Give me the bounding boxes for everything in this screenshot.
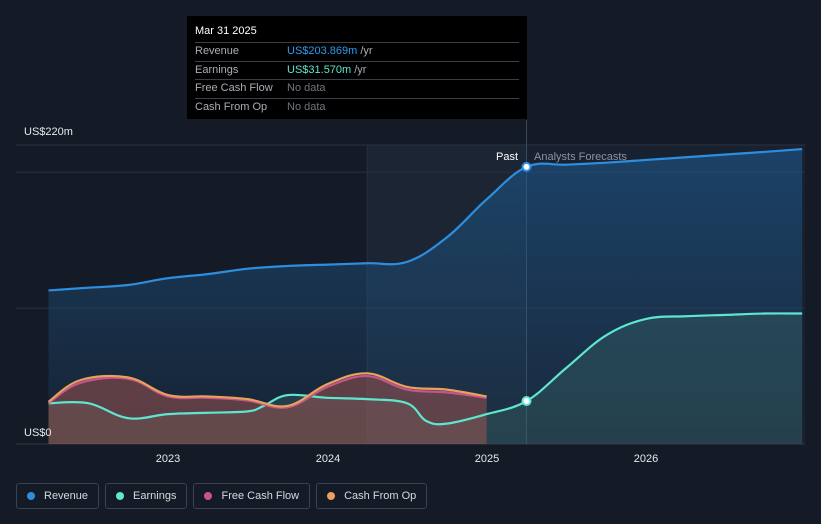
legend: Revenue Earnings Free Cash Flow Cash Fro… [16,483,428,511]
x-tick-2024: 2024 [316,453,340,465]
tooltip: Mar 31 2025 Revenue US$203.869m /yr Earn… [187,16,527,119]
legend-item-earnings[interactable]: Earnings [105,483,188,509]
earnings-area [48,313,803,444]
tooltip-value: US$31.570m [287,63,352,76]
legend-label: Free Cash Flow [221,490,300,502]
revenue-line [48,147,803,292]
tooltip-label: Cash From Op [195,100,268,113]
tooltip-row-earnings: Earnings US$31.570m /yr [195,60,519,80]
tooltip-unit: /yr [354,63,367,76]
tooltip-row-revenue: Revenue US$203.869m /yr [195,42,519,61]
legend-label: Cash From Op [344,490,417,502]
tooltip-row-free-cash-flow: Free Cash Flow No data [195,79,519,98]
cash-from-op-area [48,373,487,444]
past-label: Past [496,151,518,163]
x-tick-2026: 2026 [634,453,658,465]
tooltip-row-cash-from-op: Cash From Op No data [195,97,519,117]
legend-item-free-cash-flow[interactable]: Free Cash Flow [193,483,311,509]
tooltip-value: No data [287,100,326,113]
revenue-marker [521,161,532,172]
x-tick-2025: 2025 [475,453,499,465]
tooltip-value: US$203.869m [287,45,358,57]
legend-label: Revenue [44,490,89,502]
forecast-label: Analysts Forecasts [534,151,627,163]
tooltip-label: Free Cash Flow [195,82,273,94]
tooltip-label: Earnings [195,63,239,76]
earnings-marker [521,396,532,407]
y-axis-top-label: US$220m [24,126,73,138]
revenue-dot-icon [27,492,35,500]
cash-from-op-dot-icon [327,492,336,500]
free-cash-flow-dot-icon [204,492,213,500]
tooltip-label: Revenue [195,45,240,57]
legend-item-cash-from-op[interactable]: Cash From Op [316,483,428,509]
tooltip-date: Mar 31 2025 [195,25,257,37]
cash-from-op-line [47,372,487,408]
legend-item-revenue[interactable]: Revenue [16,483,100,509]
legend-label: Earnings [133,490,177,502]
earnings-line [48,312,803,426]
x-tick-2023: 2023 [156,453,180,465]
y-axis-bottom-label: US$0 [24,427,52,439]
tooltip-unit: /yr [360,45,373,57]
revenue-area [48,149,803,444]
earnings-dot-icon [116,492,125,500]
free-cash-flow-line [47,374,487,409]
tooltip-value: No data [287,82,326,94]
